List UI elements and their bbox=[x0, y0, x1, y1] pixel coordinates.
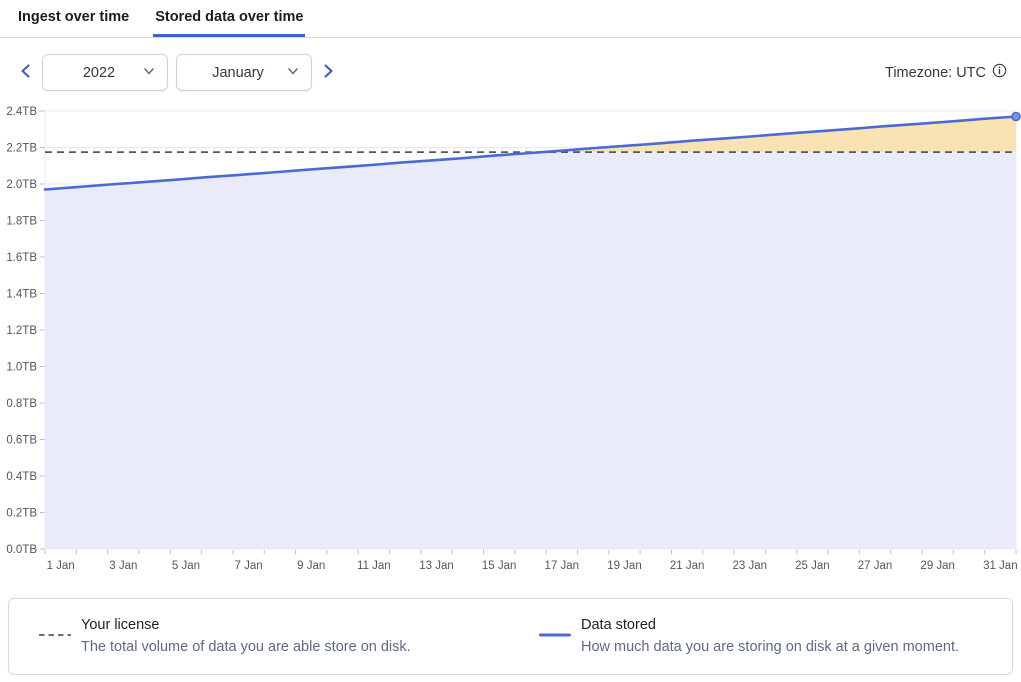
date-controls: 2022 January Timezone: UTC bbox=[14, 54, 1007, 91]
svg-text:2.4TB: 2.4TB bbox=[6, 106, 37, 118]
svg-text:0.0TB: 0.0TB bbox=[6, 544, 37, 556]
info-icon[interactable] bbox=[992, 63, 1007, 82]
svg-text:5 Jan: 5 Jan bbox=[172, 560, 200, 572]
svg-text:1 Jan: 1 Jan bbox=[47, 560, 75, 572]
svg-text:1.6TB: 1.6TB bbox=[6, 252, 37, 264]
legend-desc-data-stored: How much data you are storing on disk at… bbox=[581, 639, 959, 655]
svg-text:1.4TB: 1.4TB bbox=[6, 289, 37, 301]
svg-text:17 Jan: 17 Jan bbox=[545, 560, 580, 572]
svg-text:11 Jan: 11 Jan bbox=[357, 560, 391, 572]
next-month-button[interactable] bbox=[316, 54, 340, 91]
svg-text:2.2TB: 2.2TB bbox=[6, 143, 37, 155]
stored-data-chart: 0.0TB 0.2TB 0.4TB 0.6TB 0.8TB 1.0TB 1.2TB 1.4TB… bbox=[0, 100, 1021, 580]
timezone-text: Timezone: UTC bbox=[885, 64, 986, 81]
year-select[interactable]: 2022 bbox=[42, 54, 168, 91]
previous-month-button[interactable] bbox=[14, 54, 38, 91]
chevron-down-icon bbox=[287, 64, 299, 82]
svg-text:27 Jan: 27 Jan bbox=[858, 560, 893, 572]
legend-label-data-stored: Data stored bbox=[581, 617, 656, 633]
chevron-down-icon bbox=[143, 64, 155, 82]
svg-text:7 Jan: 7 Jan bbox=[235, 560, 263, 572]
svg-text:0.8TB: 0.8TB bbox=[6, 398, 37, 410]
month-select-value: January bbox=[212, 64, 264, 81]
chevron-right-icon bbox=[320, 63, 336, 82]
legend-item-data-stored: Data stored How much data you are storin… bbox=[539, 616, 959, 657]
chevron-left-icon bbox=[18, 63, 34, 82]
svg-text:25 Jan: 25 Jan bbox=[795, 560, 830, 572]
tab-bar: Ingest over time Stored data over time bbox=[0, 0, 1021, 38]
svg-text:0.6TB: 0.6TB bbox=[6, 435, 37, 447]
chart-canvas: 0.0TB 0.2TB 0.4TB 0.6TB 0.8TB 1.0TB 1.2TB 1.4TB… bbox=[6, 106, 1021, 572]
svg-text:31 Jan: 31 Jan bbox=[983, 560, 1018, 572]
svg-text:0.4TB: 0.4TB bbox=[6, 471, 37, 483]
svg-text:29 Jan: 29 Jan bbox=[920, 560, 955, 572]
svg-text:3 Jan: 3 Jan bbox=[109, 560, 137, 572]
svg-text:0.2TB: 0.2TB bbox=[6, 508, 37, 520]
svg-text:15 Jan: 15 Jan bbox=[482, 560, 517, 572]
svg-text:19 Jan: 19 Jan bbox=[607, 560, 642, 572]
month-select[interactable]: January bbox=[176, 54, 312, 91]
legend-label-your-license: Your license bbox=[81, 617, 160, 633]
legend-item-your-license: Your license The total volume of data yo… bbox=[39, 616, 539, 657]
year-select-value: 2022 bbox=[82, 64, 116, 81]
svg-text:1.2TB: 1.2TB bbox=[6, 325, 37, 337]
svg-text:21 Jan: 21 Jan bbox=[670, 560, 705, 572]
timezone-label: Timezone: UTC bbox=[885, 63, 1007, 82]
chart-legend: Your license The total volume of data yo… bbox=[8, 598, 1013, 675]
svg-text:2.0TB: 2.0TB bbox=[6, 179, 37, 191]
legend-desc-your-license: The total volume of data you are able st… bbox=[81, 639, 411, 655]
solid-line-swatch bbox=[539, 624, 571, 642]
dashed-line-swatch bbox=[39, 624, 71, 642]
svg-text:13 Jan: 13 Jan bbox=[419, 560, 454, 572]
svg-text:9 Jan: 9 Jan bbox=[297, 560, 325, 572]
svg-text:23 Jan: 23 Jan bbox=[732, 560, 767, 572]
tab-stored-data-over-time[interactable]: Stored data over time bbox=[153, 0, 306, 37]
svg-text:1.0TB: 1.0TB bbox=[6, 362, 37, 374]
svg-text:1.8TB: 1.8TB bbox=[6, 216, 37, 228]
tab-ingest-over-time[interactable]: Ingest over time bbox=[18, 9, 130, 25]
